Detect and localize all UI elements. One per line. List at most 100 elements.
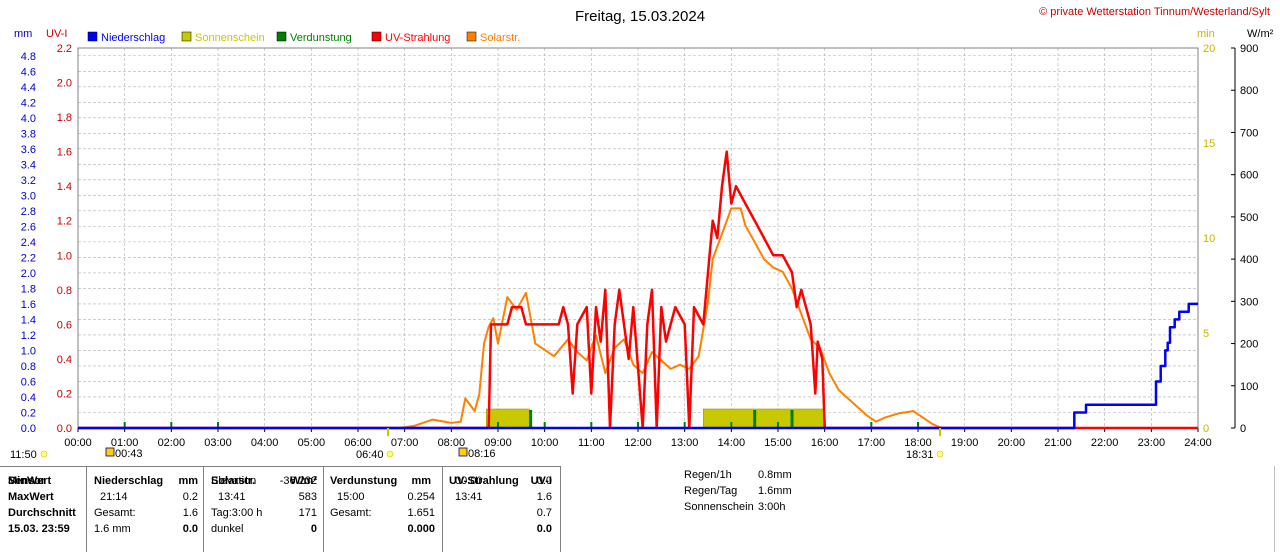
mm-tick-label: 1.6 <box>21 299 36 311</box>
sunrise-icon <box>458 447 468 457</box>
uv-row-value: 0.7 <box>536 507 552 519</box>
uvi-tick-label: 2.0 <box>57 78 72 90</box>
x-tick-label: 10:00 <box>531 437 559 449</box>
solar-row-value: 0 <box>310 523 317 535</box>
mm-tick-label: 0.2 <box>21 407 36 419</box>
uvi-tick-label: 0.2 <box>57 388 72 400</box>
uv-header: UV-Strahlung <box>449 475 519 487</box>
wm2-tick-label: 200 <box>1240 339 1258 351</box>
min-tick-label: 10 <box>1203 233 1215 245</box>
x-tick-label: 14:00 <box>718 437 746 449</box>
evap-row-label: Gesamt: <box>330 507 372 519</box>
legend-swatch <box>181 31 192 42</box>
wm2-tick-label: 400 <box>1240 254 1258 266</box>
legend-swatch <box>87 31 98 42</box>
solar-row-label: 13:41 <box>218 491 246 503</box>
grid <box>77 48 1199 429</box>
wm2-tick-label: 0 <box>1240 423 1246 435</box>
x-tick-label: 02:00 <box>158 437 186 449</box>
sensor-row-label: 15.03. 23:59 <box>8 523 70 535</box>
min-tick-label: 15 <box>1203 138 1215 150</box>
sunshine-bar <box>703 408 825 429</box>
uvi-tick-label: 2.2 <box>57 43 72 55</box>
uv-unit: UV-I <box>530 475 552 487</box>
rain-row-label: Gesamt: <box>94 507 136 519</box>
solar-row-label: Elevation <box>211 475 257 487</box>
mm-tick-label: 3.6 <box>21 144 36 156</box>
uv-row-label: 13:41 <box>455 491 483 503</box>
uvi-tick-label: 0.6 <box>57 319 72 331</box>
legend-label: Niederschlag <box>101 32 165 44</box>
axes: 0.0 0.2 0.4 0.6 0.8 1.0 1.2 1.4 1.6 1.8 2.0 2.2 2.4 2… <box>21 43 1259 449</box>
dawn-time: 06:40 <box>356 449 384 461</box>
wm2-tick-label: 300 <box>1240 296 1258 308</box>
rain-row-value: 0.0 <box>182 523 198 535</box>
wm2-tick-label: 500 <box>1240 212 1258 224</box>
x-tick-label: 22:00 <box>1091 437 1119 449</box>
stats-column-divider <box>203 466 204 552</box>
x-tick-label: 23:00 <box>1138 437 1166 449</box>
stats-column-divider <box>560 466 561 552</box>
mm-tick-label: 3.4 <box>21 159 36 171</box>
legend-label: UV-Strahlung <box>385 32 450 44</box>
rain-unit: mm <box>178 475 198 487</box>
mm-tick-label: 2.0 <box>21 268 36 280</box>
dawn-icon <box>386 450 394 458</box>
x-tick-label: 24:00 <box>1184 437 1212 449</box>
sensor-header: Sensor <box>8 475 46 487</box>
extra-value: 3:00h <box>758 501 786 513</box>
x-tick-label: 12:00 <box>624 437 652 449</box>
stats-separator <box>0 466 560 467</box>
evap-unit: mm <box>411 475 431 487</box>
moon-icon <box>40 450 48 458</box>
unit-min-label: min <box>1197 28 1215 40</box>
rain-line <box>78 302 1198 430</box>
uvi-tick-label: 1.4 <box>57 181 72 193</box>
legend: Niederschlag Sonnenschein Verdunstung UV-St… <box>87 31 520 44</box>
time-markers: 11:50 00:43 06:40 08:16 18:31 <box>10 428 944 461</box>
sunrise-time: 08:16 <box>468 448 496 460</box>
legend-label: Solarstr. <box>480 32 520 44</box>
legend-label: Verdunstung <box>290 32 352 44</box>
unit-uvi-label: UV-I <box>46 28 67 40</box>
x-tick-label: 03:00 <box>204 437 232 449</box>
mm-tick-label: 3.2 <box>21 175 36 187</box>
uvi-tick-label: 1.2 <box>57 216 72 228</box>
sensor-row-label: MaxWert <box>8 491 54 503</box>
x-tick-label: 15:00 <box>764 437 792 449</box>
x-tick-label: 21:00 <box>1044 437 1072 449</box>
mm-tick-label: 1.0 <box>21 345 36 357</box>
legend-swatch <box>276 31 287 42</box>
evap-row-value: 0.254 <box>407 491 435 503</box>
evap-row-value: 1.651 <box>407 507 435 519</box>
mm-tick-label: 4.2 <box>21 97 36 109</box>
solar-row-value: 583 <box>298 491 317 503</box>
rain-row-label: 21:14 <box>100 491 128 503</box>
x-tick-label: 05:00 <box>298 437 326 449</box>
x-tick-label: 20:00 <box>998 437 1026 449</box>
unit-wm2-label: W/m² <box>1247 28 1274 40</box>
chart-title: Freitag, 15.03.2024 <box>575 8 705 25</box>
sunset-time: 18:31 <box>906 449 934 461</box>
mm-tick-label: 1.4 <box>21 314 36 326</box>
x-tick-label: 19:00 <box>951 437 979 449</box>
wm2-tick-label: 800 <box>1240 85 1258 97</box>
uvi-tick-label: 1.8 <box>57 112 72 124</box>
legend-label: Sonnenschein <box>195 32 265 44</box>
moonrise-time: 11:50 <box>10 449 37 461</box>
solar-row-value: -36.232 <box>279 475 317 487</box>
uvi-tick-label: 0.4 <box>57 354 72 366</box>
uv-row-label: 00:00 <box>455 475 483 487</box>
x-tick-label: 17:00 <box>858 437 886 449</box>
mm-tick-label: 2.2 <box>21 252 36 264</box>
mm-tick-label: 0.4 <box>21 392 36 404</box>
extra-value: 1.6mm <box>758 485 792 497</box>
mm-tick-label: 4.8 <box>21 51 36 63</box>
min-tick-label: 20 <box>1203 43 1215 55</box>
x-tick-label: 16:00 <box>811 437 839 449</box>
solar-row-label: dunkel <box>211 523 244 535</box>
x-tick-label: 00:00 <box>64 437 92 449</box>
extra-label: Regen/1h <box>684 469 732 481</box>
rain-row-label: 1.6 mm <box>94 523 131 535</box>
mm-tick-label: 0.0 <box>21 423 36 435</box>
